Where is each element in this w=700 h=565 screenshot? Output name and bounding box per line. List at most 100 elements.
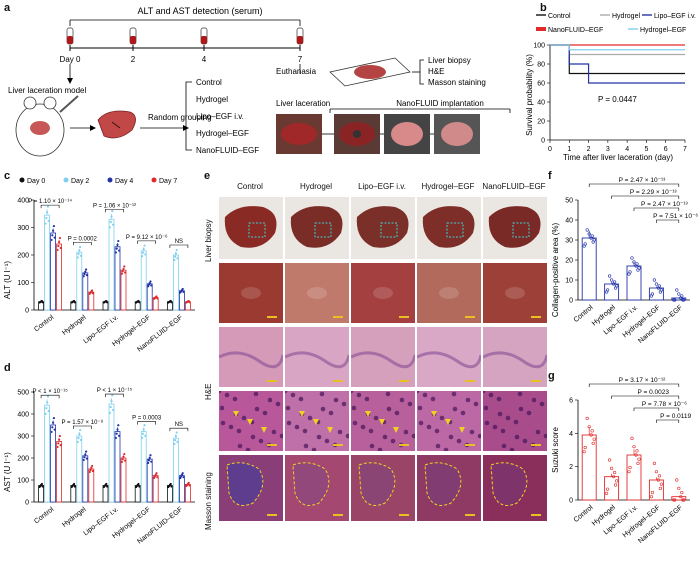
significance-bracket <box>633 407 680 411</box>
micrograph-image <box>416 196 482 260</box>
data-point <box>120 272 123 275</box>
significance-bracket <box>40 394 60 399</box>
x-tick-label: 0 <box>548 146 552 153</box>
bar <box>44 214 50 311</box>
y-tick-label: 100 <box>17 280 29 287</box>
data-point <box>679 495 683 499</box>
data-point <box>176 440 179 444</box>
data-point <box>181 287 184 291</box>
data-point <box>636 461 640 465</box>
data-point <box>142 428 145 431</box>
x-tick-label: 4 <box>625 146 629 153</box>
panel-a-label: a <box>4 2 11 14</box>
data-point <box>149 280 152 283</box>
data-point <box>58 240 61 244</box>
data-point <box>73 301 76 304</box>
suzuki-chart: Suzuki score 0246ControlHydrogelLipo–EGF… <box>551 377 691 545</box>
data-point <box>85 268 88 271</box>
data-point <box>142 248 145 251</box>
data-point <box>174 252 177 255</box>
bar <box>76 435 83 503</box>
data-point <box>590 429 594 433</box>
micrograph-image <box>350 262 416 324</box>
bar <box>626 454 642 501</box>
day-label: 2 <box>131 55 136 64</box>
bar <box>146 458 153 503</box>
micrograph-image <box>284 454 350 522</box>
data-point <box>106 485 109 488</box>
column-header: NanoFLUID–EGF <box>482 182 546 191</box>
micrograph-image <box>284 262 350 324</box>
p-value: P = 1.57 × 10⁻⁸ <box>61 419 103 426</box>
photo-label: NanoFLUID implantation <box>396 99 484 108</box>
legend-label: Day 0 <box>27 178 45 185</box>
data-point <box>122 455 125 458</box>
data-point <box>607 274 612 278</box>
analysis-item: Masson staining <box>428 78 486 87</box>
data-point <box>53 236 56 239</box>
data-point <box>605 288 610 292</box>
scalpel-icon <box>59 95 79 113</box>
data-point <box>607 458 612 462</box>
micrograph-image <box>416 454 482 522</box>
survival-ylabel: Survival probability (%) <box>525 54 534 136</box>
micrograph-image <box>218 326 284 388</box>
data-point <box>611 475 616 479</box>
p-value: P = 0.0002 <box>68 236 98 242</box>
euthanasia-label: Euthanasia <box>276 67 317 76</box>
data-point <box>176 257 179 260</box>
data-point <box>155 295 158 298</box>
data-point <box>115 247 118 250</box>
data-point <box>677 292 681 296</box>
data-point <box>91 464 94 468</box>
liver-icon <box>97 110 136 139</box>
y-tick-label: 300 <box>17 225 29 232</box>
data-point <box>117 239 120 243</box>
y-tick-label: 40 <box>537 100 545 107</box>
data-point <box>681 298 685 302</box>
data-point <box>587 425 591 429</box>
y-tick-label: 0 <box>569 498 573 505</box>
data-point <box>188 301 191 304</box>
significance-bracket <box>588 183 680 187</box>
bar <box>140 431 147 503</box>
data-point <box>58 438 61 441</box>
data-point <box>57 244 60 248</box>
micrograph-image <box>482 262 548 324</box>
data-point <box>658 486 662 490</box>
data-point <box>637 457 641 461</box>
data-point <box>612 470 617 475</box>
x-tick-label: 1 <box>567 146 571 153</box>
p-value: P = 2.29 × 10⁻¹³ <box>630 189 678 196</box>
data-point <box>137 482 140 486</box>
data-point <box>141 436 144 440</box>
data-point <box>108 226 111 229</box>
data-point <box>120 460 123 464</box>
data-point <box>673 298 677 302</box>
data-point <box>583 445 587 450</box>
significance-bracket <box>105 208 124 213</box>
data-point <box>637 266 641 270</box>
ast-chart: AST (U l⁻¹) 0 100 200 300 400 500 Control Hydro… <box>3 387 195 546</box>
legend-label: NanoFLUID–EGF <box>548 27 603 34</box>
data-point <box>109 405 112 409</box>
bar <box>50 232 56 311</box>
bar <box>172 254 179 311</box>
data-point <box>47 219 50 222</box>
column-header: Hydrogel <box>299 182 332 191</box>
y-tick-label: 200 <box>17 253 29 260</box>
data-point <box>89 468 92 472</box>
survival-pvalue: P = 0.0447 <box>598 95 637 104</box>
data-point <box>147 459 150 462</box>
p-value: NS <box>175 422 183 428</box>
data-point <box>680 294 684 298</box>
data-point <box>650 292 654 296</box>
y-tick-label: 400 <box>17 412 29 419</box>
micrograph-image <box>350 326 416 388</box>
data-point <box>44 222 47 225</box>
photo-label: Liver laceration <box>276 99 330 108</box>
data-point <box>106 301 109 304</box>
y-tick-label: 60 <box>537 81 545 88</box>
data-point <box>156 476 159 479</box>
data-point <box>605 487 610 491</box>
